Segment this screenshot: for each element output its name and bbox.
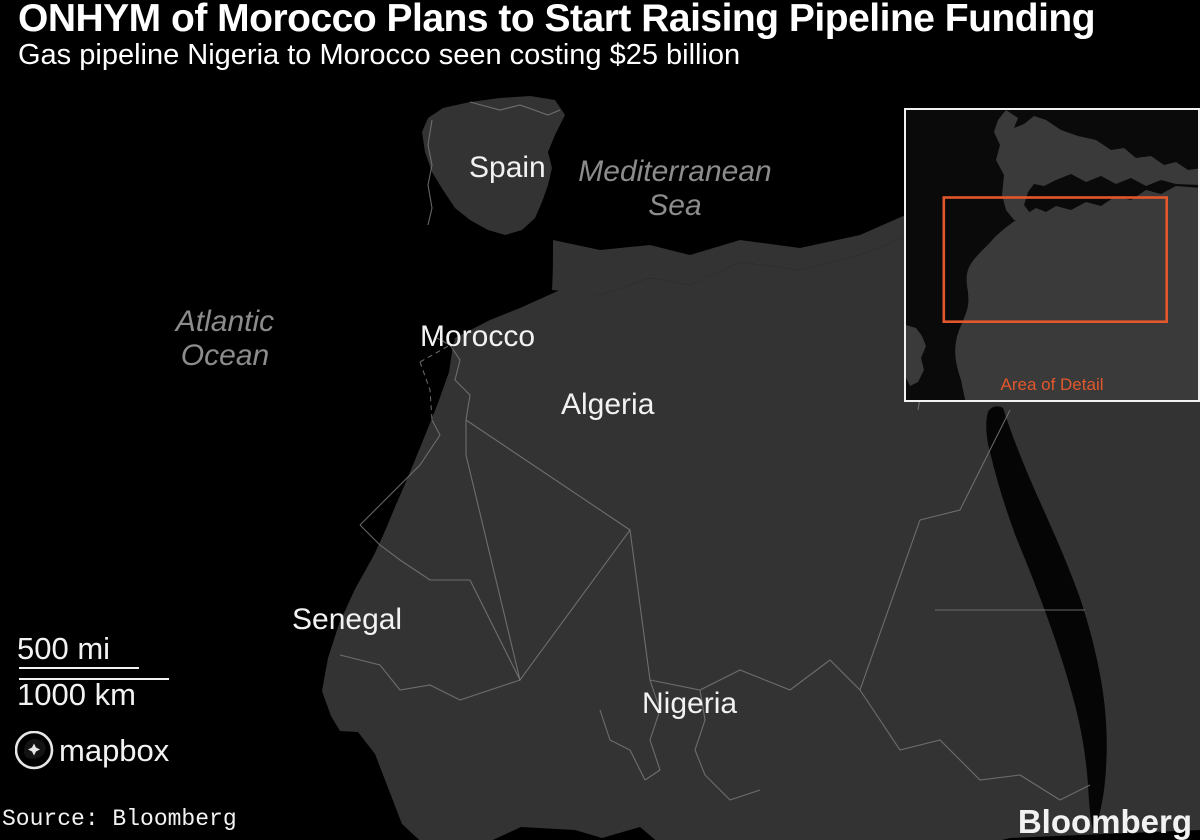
svg-text:mapbox: mapbox (59, 733, 170, 768)
